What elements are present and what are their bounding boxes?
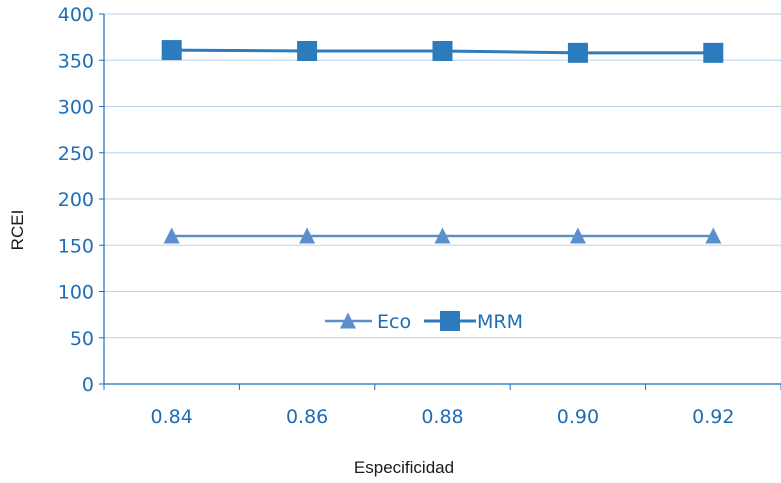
y-tick-label: 200 [58,189,94,211]
y-axis-title: RCEI [8,210,27,251]
legend-marker-eco [340,312,356,329]
data-point-mrm [703,42,724,63]
data-point-mrm [161,40,182,61]
data-point-eco [705,227,722,244]
x-tick-label: 0.92 [692,406,734,428]
series-lines [161,40,724,244]
x-tick-label: 0.88 [421,406,463,428]
x-tick-label: 0.84 [151,406,193,428]
data-point-mrm [432,41,453,61]
y-tick-label: 300 [58,97,94,119]
y-tick-label: 50 [70,328,94,350]
grid-lines [104,13,781,339]
y-tick-label: 350 [58,50,94,72]
axes: 0 50 100 150 200 250 300 350 400 0.84 0.86 0.88 0.90… [58,4,781,428]
x-axis-title: Especificidad [354,458,454,477]
x-tick-label: 0.90 [557,406,599,428]
y-tick-label: 0 [82,374,94,396]
y-tick-label: 250 [58,143,94,165]
data-point-mrm [567,42,588,63]
data-point-eco [569,227,586,244]
x-tick-label: 0.86 [286,406,328,428]
y-tick-label: 150 [58,235,94,257]
data-point-eco [299,227,316,244]
legend-label-eco: Eco [377,311,411,333]
legend-marker-mrm [440,311,460,331]
y-tick-label: 100 [58,282,94,304]
legend-label-mrm: MRM [477,311,523,333]
y-tick-label: 400 [58,4,94,26]
data-point-eco [434,227,451,244]
legend: Eco MRM [325,311,523,333]
data-point-eco [163,227,180,244]
data-point-mrm [297,41,318,61]
